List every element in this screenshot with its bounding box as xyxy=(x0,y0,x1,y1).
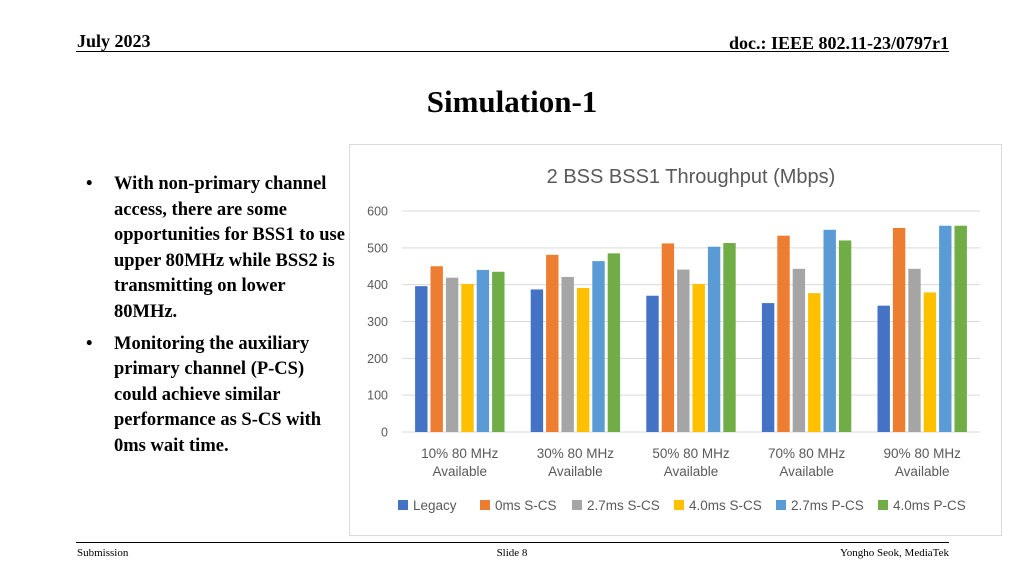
header-divider xyxy=(76,51,949,52)
bar xyxy=(561,276,574,432)
y-tick-label: 600 xyxy=(367,205,388,219)
legend-swatch xyxy=(878,500,888,510)
legend-swatch xyxy=(398,500,408,510)
chart-svg: 2 BSS BSS1 Throughput (Mbps) 0 100 200 300 40… xyxy=(367,166,980,513)
x-tick-label: 30% 80 MHz xyxy=(537,446,615,461)
bar xyxy=(492,271,505,432)
bar xyxy=(530,289,544,432)
legend-label: Legacy xyxy=(413,498,457,513)
bar xyxy=(954,225,967,432)
bar xyxy=(939,225,952,432)
legend-swatch xyxy=(572,500,582,510)
bar xyxy=(707,246,721,432)
bullet-item: • Monitoring the auxiliary primary channe… xyxy=(84,332,346,460)
bar xyxy=(445,277,459,432)
bar xyxy=(646,295,659,432)
footer-slide-number: Slide 8 xyxy=(496,547,528,559)
bar xyxy=(723,243,736,432)
y-tick-label: 200 xyxy=(367,352,388,366)
legend-label: 4.0ms S-CS xyxy=(689,498,762,513)
bar xyxy=(546,254,559,432)
slide-title: Simulation-1 xyxy=(426,84,598,119)
x-tick-label: Available xyxy=(779,464,834,479)
bar xyxy=(430,266,443,432)
y-tick-label: 400 xyxy=(367,278,388,292)
bar xyxy=(576,287,590,432)
bar xyxy=(823,229,836,432)
y-tick-label: 500 xyxy=(367,241,388,255)
x-tick-label: Available xyxy=(433,464,488,479)
x-tick-label: Available xyxy=(664,464,719,479)
y-tick-label: 100 xyxy=(367,389,388,403)
bar xyxy=(838,240,852,432)
legend-label: 0ms S-CS xyxy=(495,498,557,513)
footer-author: Yongho Seok, MediaTek xyxy=(839,547,949,559)
throughput-chart: 2 BSS BSS1 Throughput (Mbps) 0 100 200 300 40… xyxy=(349,144,1002,536)
bullet-item: • With non-primary channel access, there … xyxy=(84,172,346,326)
bar xyxy=(777,235,790,432)
bar xyxy=(476,269,490,432)
bar xyxy=(877,305,890,432)
legend-swatch xyxy=(674,500,684,510)
bar xyxy=(661,243,675,432)
bar xyxy=(792,268,806,432)
x-tick-label: 50% 80 MHz xyxy=(652,446,730,461)
x-tick-label: Available xyxy=(895,464,950,479)
bar xyxy=(923,292,937,432)
legend-label: 4.0ms P-CS xyxy=(893,498,966,513)
bar xyxy=(761,303,775,432)
y-tick-label: 0 xyxy=(381,426,388,440)
bar xyxy=(692,283,705,432)
legend-label: 2.7ms S-CS xyxy=(587,498,660,513)
bullet-list: • With non-primary channel access, there … xyxy=(84,172,346,466)
y-tick-label: 300 xyxy=(367,315,388,329)
bullet-text: With non-primary channel access, there a… xyxy=(114,174,345,322)
header-doc-id: doc.: IEEE 802.11-23/0797r1 xyxy=(728,33,949,53)
bullet-marker: • xyxy=(86,174,93,194)
bar xyxy=(677,269,690,432)
bar xyxy=(808,293,821,432)
legend-swatch xyxy=(480,500,490,510)
footer-submission: Submission xyxy=(77,547,129,559)
footer-divider xyxy=(76,542,949,543)
x-tick-label: 10% 80 MHz xyxy=(421,446,499,461)
x-tick-label: 90% 80 MHz xyxy=(884,446,962,461)
bar xyxy=(908,268,921,432)
legend-label: 2.7ms P-CS xyxy=(791,498,864,513)
x-tick-label: 70% 80 MHz xyxy=(768,446,846,461)
bar xyxy=(592,261,605,432)
x-tick-label: Available xyxy=(548,464,603,479)
chart-title: 2 BSS BSS1 Throughput (Mbps) xyxy=(547,166,836,188)
bar xyxy=(461,283,474,432)
bullet-text: Monitoring the auxiliary primary channel… xyxy=(114,333,322,456)
legend-swatch xyxy=(776,500,786,510)
bar xyxy=(892,227,906,432)
bar xyxy=(415,286,428,432)
bar xyxy=(607,253,621,432)
bullet-marker: • xyxy=(86,333,93,354)
header-date: July 2023 xyxy=(77,31,151,51)
